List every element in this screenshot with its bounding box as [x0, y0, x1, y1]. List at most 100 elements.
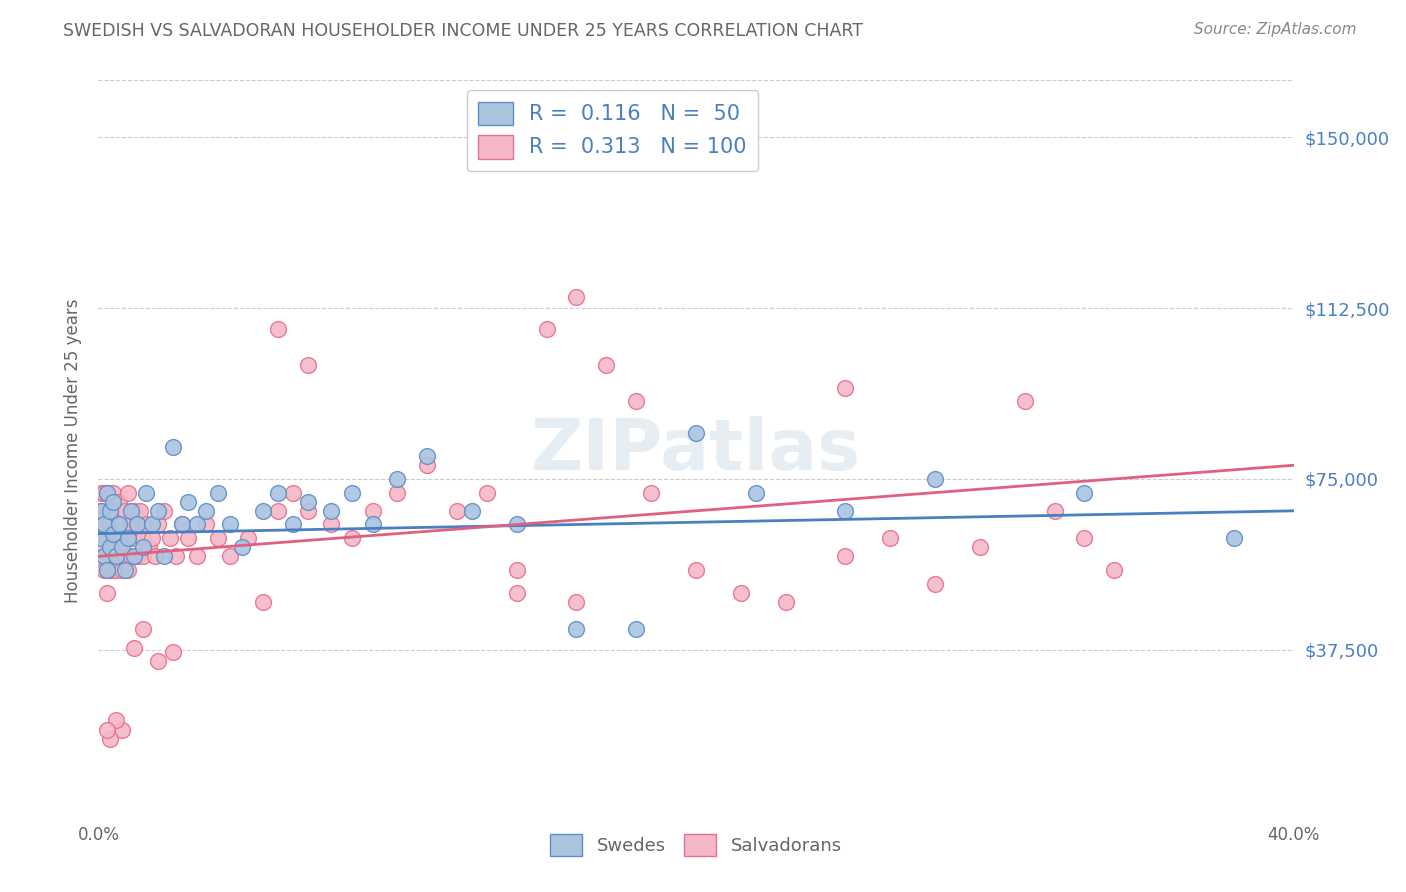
- Point: [132, 549, 155, 564]
- Point: [506, 517, 529, 532]
- Point: [98, 563, 122, 577]
- Point: [96, 531, 118, 545]
- Point: [124, 549, 146, 564]
- Point: [108, 494, 131, 508]
- Point: [103, 504, 125, 518]
- Point: [124, 531, 146, 545]
- Point: [1073, 485, 1095, 500]
- Point: [186, 517, 208, 532]
- Point: [1014, 394, 1036, 409]
- Point: [90, 504, 112, 518]
- Point: [105, 504, 128, 518]
- Point: [117, 531, 139, 545]
- Point: [153, 549, 176, 564]
- Point: [120, 517, 142, 532]
- Point: [385, 485, 409, 500]
- Point: [90, 541, 112, 555]
- Point: [111, 541, 134, 555]
- Point: [730, 586, 752, 600]
- Point: [111, 563, 134, 577]
- Point: [506, 586, 529, 600]
- Point: [143, 549, 166, 564]
- Point: [565, 595, 588, 609]
- Point: [321, 504, 343, 518]
- Point: [969, 541, 991, 555]
- Point: [98, 504, 122, 518]
- Point: [103, 563, 125, 577]
- Point: [267, 485, 290, 500]
- Point: [475, 485, 498, 500]
- Point: [103, 531, 125, 545]
- Point: [342, 485, 364, 500]
- Point: [536, 321, 558, 335]
- Point: [114, 504, 136, 518]
- Point: [93, 517, 115, 532]
- Point: [98, 517, 122, 532]
- Point: [105, 549, 128, 564]
- Point: [595, 358, 617, 372]
- Point: [416, 458, 439, 473]
- Point: [195, 504, 218, 518]
- Point: [252, 595, 274, 609]
- Point: [135, 485, 157, 500]
- Point: [231, 541, 253, 555]
- Point: [342, 531, 364, 545]
- Point: [1073, 531, 1095, 545]
- Point: [363, 517, 385, 532]
- Point: [129, 504, 152, 518]
- Point: [363, 504, 385, 518]
- Point: [105, 714, 128, 728]
- Point: [108, 531, 131, 545]
- Text: SWEDISH VS SALVADORAN HOUSEHOLDER INCOME UNDER 25 YEARS CORRELATION CHART: SWEDISH VS SALVADORAN HOUSEHOLDER INCOME…: [63, 22, 863, 40]
- Point: [138, 541, 160, 555]
- Point: [103, 485, 125, 500]
- Point: [385, 472, 409, 486]
- Point: [252, 504, 274, 518]
- Point: [108, 549, 131, 564]
- Point: [626, 394, 648, 409]
- Point: [127, 549, 149, 564]
- Point: [321, 517, 343, 532]
- Point: [162, 645, 184, 659]
- Point: [506, 563, 529, 577]
- Point: [90, 531, 112, 545]
- Point: [98, 731, 122, 746]
- Point: [96, 586, 118, 600]
- Point: [640, 485, 662, 500]
- Point: [96, 485, 118, 500]
- Point: [207, 531, 229, 545]
- Point: [127, 517, 149, 532]
- Point: [281, 485, 304, 500]
- Point: [98, 541, 122, 555]
- Point: [162, 440, 184, 454]
- Point: [267, 321, 290, 335]
- Point: [685, 426, 707, 441]
- Point: [267, 504, 290, 518]
- Point: [103, 494, 125, 508]
- Point: [446, 504, 468, 518]
- Point: [96, 723, 118, 737]
- Point: [114, 549, 136, 564]
- Point: [834, 549, 856, 564]
- Point: [93, 549, 115, 564]
- Point: [96, 563, 118, 577]
- Point: [105, 563, 128, 577]
- Point: [93, 485, 115, 500]
- Point: [127, 517, 149, 532]
- Point: [117, 531, 139, 545]
- Point: [117, 563, 139, 577]
- Point: [177, 531, 200, 545]
- Point: [195, 517, 218, 532]
- Point: [120, 504, 142, 518]
- Point: [297, 358, 319, 372]
- Point: [281, 517, 304, 532]
- Point: [745, 485, 768, 500]
- Point: [148, 654, 170, 668]
- Point: [207, 485, 229, 500]
- Point: [148, 504, 170, 518]
- Point: [93, 563, 115, 577]
- Point: [834, 381, 856, 395]
- Point: [1104, 563, 1126, 577]
- Point: [124, 504, 146, 518]
- Point: [565, 290, 588, 304]
